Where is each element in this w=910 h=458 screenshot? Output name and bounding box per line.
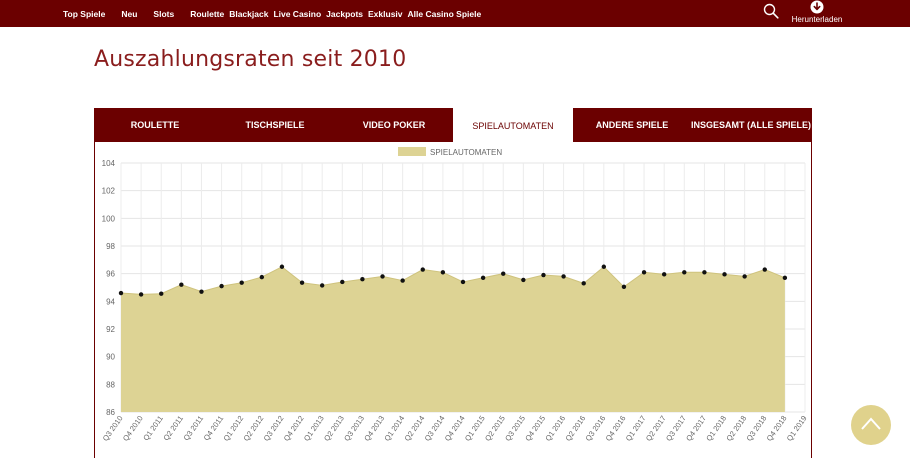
x-tick-label: Q4 2010 [121, 414, 145, 443]
tab-tischspiele[interactable]: TISCHSPIELE [245, 120, 305, 130]
data-point [661, 272, 667, 277]
scroll-to-top-button[interactable] [851, 405, 891, 445]
legend-label: SPIELAUTOMATEN [430, 148, 502, 157]
data-point [380, 274, 385, 279]
data-point [702, 270, 707, 275]
data-point [762, 267, 767, 272]
data-point [179, 282, 184, 287]
data-point [219, 283, 224, 289]
data-point [621, 284, 627, 290]
data-point [400, 278, 405, 283]
main-nav: Top Spiele Neu Slots Roulette Blackjack … [63, 0, 486, 27]
nav-top-spiele[interactable]: Top Spiele [63, 8, 106, 19]
data-point [239, 280, 244, 285]
y-tick-label: 86 [106, 408, 115, 417]
data-point [561, 274, 566, 279]
page-title: Auszahlungsraten seit 2010 [94, 47, 407, 72]
legend-swatch [398, 147, 426, 156]
x-tick-label: Q1 2019 [785, 414, 809, 443]
tab-video-poker[interactable]: VIDEO POKER [362, 120, 426, 130]
data-point [199, 289, 204, 294]
download-icon [810, 0, 824, 14]
y-tick-label: 92 [106, 325, 115, 334]
payout-panel: ROULETTE TISCHSPIELE VIDEO POKER SPIELAU… [94, 108, 812, 458]
data-point [420, 267, 425, 272]
search-icon[interactable] [763, 3, 779, 19]
tab-spielautomaten[interactable]: SPIELAUTOMATEN [453, 108, 573, 143]
y-tick-label: 102 [102, 187, 116, 196]
data-point [742, 274, 747, 279]
y-tick-label: 90 [106, 353, 115, 362]
download-label: Herunterladen [791, 15, 843, 24]
data-point [159, 291, 164, 296]
data-point [501, 271, 506, 276]
data-point [641, 270, 647, 275]
data-point [340, 279, 345, 285]
data-point [722, 272, 727, 277]
data-point [581, 281, 586, 286]
nav-exklusiv[interactable]: Exklusiv [368, 8, 403, 19]
data-point [360, 277, 365, 282]
data-point [319, 283, 325, 288]
data-point [440, 270, 446, 275]
data-point [279, 264, 285, 269]
nav-live-casino[interactable]: Live Casino [273, 8, 322, 19]
nav-neu[interactable]: Neu [121, 8, 138, 19]
game-tabs: ROULETTE TISCHSPIELE VIDEO POKER SPIELAU… [95, 108, 812, 143]
data-point [118, 290, 124, 296]
nav-blackjack[interactable]: Blackjack [229, 8, 269, 19]
download-button[interactable]: Herunterladen [788, 0, 846, 27]
data-point [480, 275, 486, 281]
tab-roulette[interactable]: ROULETTE [130, 120, 180, 130]
y-tick-label: 104 [102, 159, 116, 168]
data-point [259, 274, 265, 280]
data-point [521, 277, 526, 283]
nav-jackpots[interactable]: Jackpots [326, 8, 364, 19]
data-point [299, 280, 305, 285]
data-point [460, 279, 466, 285]
y-tick-label: 88 [106, 380, 115, 389]
data-point [541, 272, 546, 278]
series-line [120, 266, 786, 295]
y-tick-label: 94 [106, 297, 115, 306]
data-point [138, 292, 144, 297]
data-point [682, 270, 687, 275]
data-point [601, 264, 607, 269]
y-tick-label: 98 [106, 242, 115, 251]
y-tick-label: 100 [102, 214, 116, 223]
nav-alle-casino-spiele[interactable]: Alle Casino Spiele [407, 8, 482, 19]
data-point [782, 275, 788, 281]
tab-insgesamt[interactable]: INSGESAMT (ALLE SPIELE) [691, 120, 812, 130]
nav-roulette[interactable]: Roulette [190, 8, 225, 19]
tab-andere-spiele[interactable]: ANDERE SPIELE [595, 120, 669, 130]
series-area [121, 266, 785, 412]
chevron-up-icon [861, 417, 881, 430]
top-navigation-bar: Top Spiele Neu Slots Roulette Blackjack … [0, 0, 910, 27]
y-tick-label: 96 [106, 270, 115, 279]
nav-slots[interactable]: Slots [153, 8, 175, 19]
